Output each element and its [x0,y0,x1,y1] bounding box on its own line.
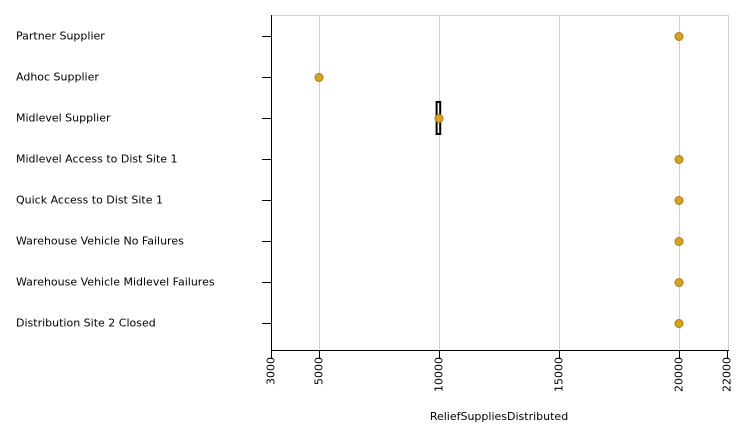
x-tick-label: 22000 [721,357,734,392]
dot [674,278,684,287]
dot [674,32,684,41]
dot [674,237,684,246]
y-tick-label: Partner Supplier [16,30,105,43]
x-axis-title: ReliefSuppliesDistributed [430,410,568,423]
x-tick-label: 10000 [433,357,446,392]
y-tick-label: Midlevel Access to Dist Site 1 [16,153,178,166]
x-tick-label: 20000 [673,357,686,392]
y-tick-label: Quick Access to Dist Site 1 [16,194,163,207]
x-tick-label: 15000 [553,357,566,392]
dot [674,155,684,164]
dot [674,319,684,328]
grid [319,15,680,350]
y-tick-label: Midlevel Supplier [16,112,111,125]
x-tick-label: 3000 [265,357,278,385]
y-tick-label: Distribution Site 2 Closed [16,317,156,330]
y-tick-label: Warehouse Vehicle No Failures [16,235,184,248]
dot [674,196,684,205]
y-tick-label: Warehouse Vehicle Midlevel Failures [16,276,215,289]
dot [434,114,444,123]
y-tick-label: Adhoc Supplier [16,71,99,84]
dot [314,73,324,82]
x-tick-label: 5000 [313,357,326,385]
